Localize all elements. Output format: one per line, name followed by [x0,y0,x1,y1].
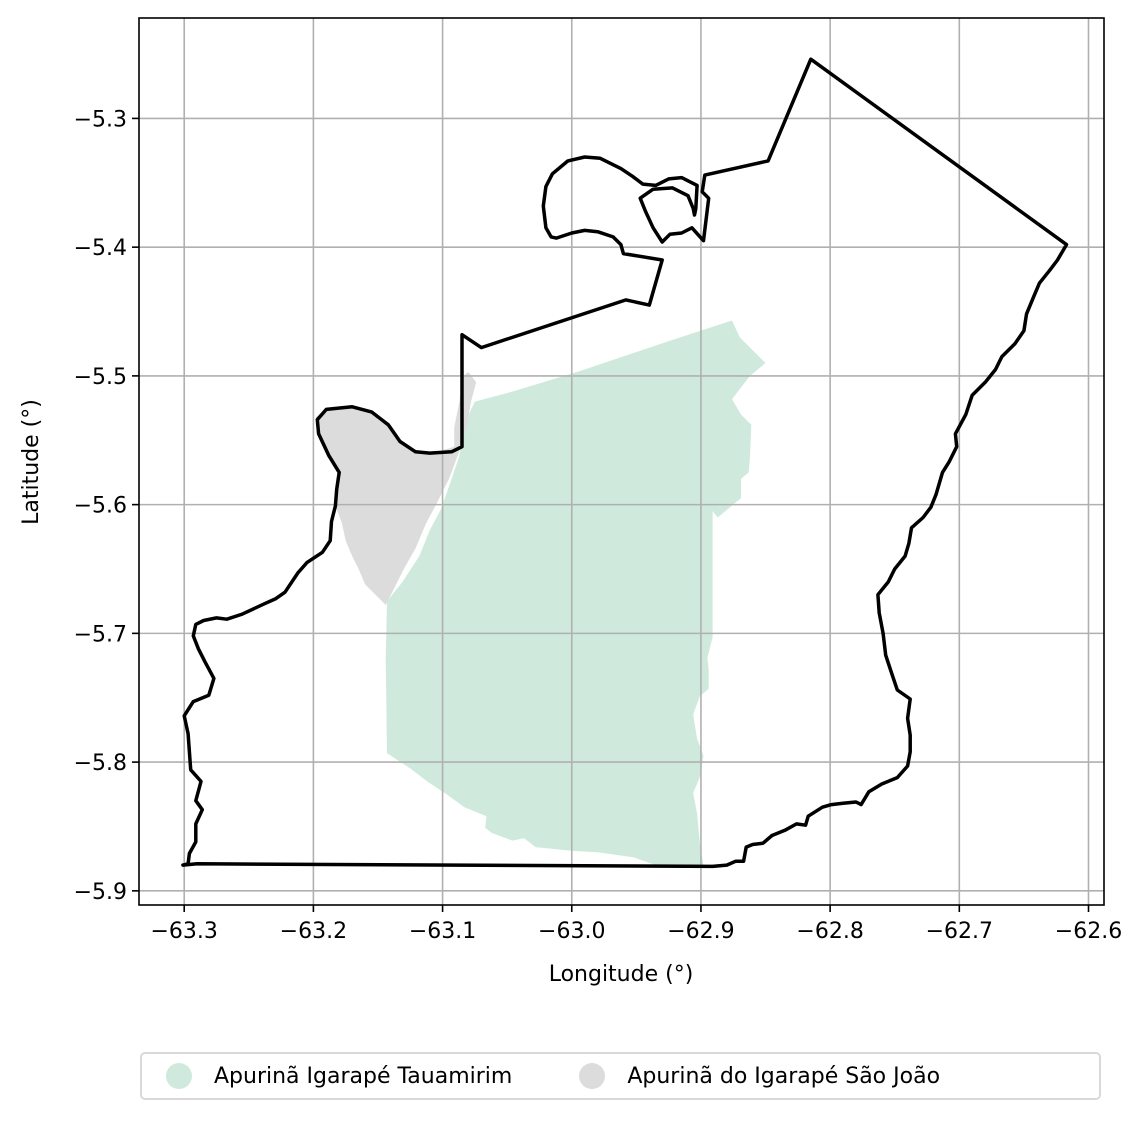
x-tick-label: −63.1 [409,919,476,944]
x-axis-title: Longitude (°) [549,962,694,987]
legend-label-tauamirim: Apurinã Igarapé Tauamirim [214,1063,513,1089]
x-tick-label: −62.6 [1055,919,1122,944]
legend-item-tauamirim: Apurinã Igarapé Tauamirim [166,1063,512,1089]
x-tick-label: −62.8 [796,919,863,944]
municipality-outline [181,57,1069,869]
legend-swatch-tauamirim [166,1063,192,1089]
x-tick-label: −63.2 [280,919,347,944]
legend-swatch-sao-joao [579,1063,606,1089]
x-axis: −63.3 −63.2 −63.1 −63.0 −62.9 −62.8 −62.7 −62.6 [151,905,1122,944]
legend-item-sao-joao: Apurinã do Igarapé São João [579,1063,940,1089]
x-tick-label: −62.9 [667,919,734,944]
y-tick-label: −5.5 [74,365,127,390]
region-apurina-do-igarape-sao-joao [316,372,477,605]
regions-layer [316,320,766,866]
x-tick-label: −63.0 [538,919,605,944]
x-tick-label: −62.7 [926,919,993,944]
plot-frame [138,17,1105,906]
y-tick-label: −5.8 [74,751,127,776]
legend: Apurinã Igarapé Tauamirim Apurinã do Iga… [140,1052,1101,1100]
y-tick-label: −5.9 [74,880,127,905]
region-apurina-igarape-tauamirim [385,320,766,866]
y-tick-label: −5.7 [74,622,127,647]
y-tick-label: −5.6 [74,494,127,519]
x-tick-label: −63.3 [151,919,218,944]
y-tick-label: −5.4 [74,236,127,261]
y-tick-label: −5.3 [74,107,127,132]
grid-layer [139,18,1104,905]
y-axis: −5.3 −5.4 −5.5 −5.6 −5.7 −5.8 −5.9 [74,107,139,905]
y-axis-title: Latitude (°) [19,399,44,525]
legend-label-sao-joao: Apurinã do Igarapé São João [627,1063,941,1089]
boundary-layer [181,57,1069,869]
